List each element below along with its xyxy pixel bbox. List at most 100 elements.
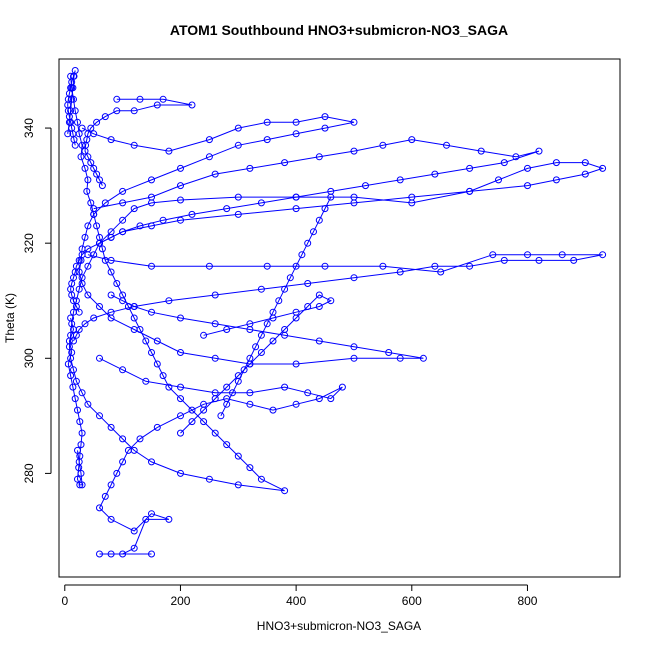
data-point <box>148 193 155 201</box>
data-point <box>321 205 329 213</box>
data-point <box>119 366 127 374</box>
data-point <box>119 458 127 466</box>
data-point <box>81 164 89 172</box>
data-point <box>396 176 404 184</box>
data-point <box>419 354 427 362</box>
data-point <box>81 233 89 241</box>
data-point <box>107 423 115 431</box>
data-point <box>148 308 155 316</box>
data-point <box>130 303 138 310</box>
data-point <box>500 256 508 264</box>
data-point <box>148 458 155 466</box>
data-point <box>70 337 77 345</box>
data-point <box>107 233 115 241</box>
data-point <box>246 400 254 408</box>
data-point <box>558 251 566 259</box>
data-point <box>70 326 77 333</box>
data-point <box>177 164 184 172</box>
data-point <box>535 256 543 264</box>
series-6 <box>64 67 79 149</box>
y-tick-label: 300 <box>22 348 36 368</box>
data-point <box>81 320 89 328</box>
x-axis-label: HNO3+submicron-NO3_SAGA <box>257 619 421 633</box>
data-point <box>269 308 277 316</box>
x-tick-label: 800 <box>517 594 537 608</box>
data-point <box>211 320 219 328</box>
y-axis: 280 300 320 340 <box>22 118 52 483</box>
data-point <box>70 366 77 374</box>
y-tick-label: 320 <box>22 233 36 253</box>
data-point <box>385 349 393 356</box>
data-point <box>223 400 231 408</box>
data-point <box>246 164 254 172</box>
data-point <box>327 297 335 305</box>
data-point <box>229 389 236 397</box>
data-point <box>98 182 106 190</box>
data-point <box>177 349 184 356</box>
data-point <box>177 429 184 437</box>
data-point <box>87 199 95 207</box>
data-point <box>524 251 531 259</box>
data-point <box>107 308 115 316</box>
data-point <box>315 395 323 403</box>
data-point <box>310 228 317 236</box>
data-point <box>443 141 450 149</box>
data-point <box>130 314 138 322</box>
data-point <box>69 383 77 391</box>
data-point <box>269 337 277 345</box>
data-point <box>76 418 84 426</box>
data-point <box>379 262 387 270</box>
data-point <box>223 205 231 213</box>
data-point <box>304 389 312 397</box>
data-point <box>148 262 155 270</box>
data-point <box>68 349 76 356</box>
series-8 <box>177 291 335 437</box>
series-line <box>93 139 540 244</box>
data-point <box>177 314 184 322</box>
data-point <box>84 222 92 230</box>
data-point <box>263 320 271 328</box>
data-point <box>188 406 196 414</box>
data-point <box>304 303 312 310</box>
data-point <box>136 95 144 103</box>
data-point <box>431 262 439 270</box>
data-point <box>327 193 335 201</box>
data-point <box>466 164 474 172</box>
data-point <box>211 354 219 362</box>
data-point <box>246 389 254 397</box>
data-point <box>500 159 508 167</box>
data-point <box>96 303 103 310</box>
data-point <box>159 95 167 103</box>
data-point <box>107 291 115 299</box>
x-tick-label: 0 <box>61 594 68 608</box>
data-point <box>83 187 91 195</box>
data-point <box>119 199 127 207</box>
data-point <box>101 113 109 121</box>
data-point <box>93 118 101 126</box>
data-point <box>78 389 86 397</box>
y-axis-label: Theta (K) <box>3 293 17 343</box>
data-point <box>130 326 138 333</box>
data-point <box>396 354 404 362</box>
data-point <box>599 251 607 259</box>
data-point <box>119 297 127 305</box>
series-7 <box>64 314 86 489</box>
data-point <box>75 285 83 293</box>
data-point <box>78 429 86 437</box>
data-point <box>77 441 85 449</box>
data-point <box>90 314 98 322</box>
data-point <box>70 297 77 305</box>
data-point <box>223 326 231 333</box>
data-point <box>165 147 173 155</box>
data-point <box>535 147 543 155</box>
data-point <box>315 337 323 345</box>
data-point <box>281 487 289 495</box>
data-point <box>315 216 323 224</box>
data-point <box>72 303 80 310</box>
data-point <box>93 170 101 178</box>
data-point <box>286 274 294 282</box>
data-point <box>246 320 254 328</box>
data-point <box>84 291 92 299</box>
x-axis: 0 200 400 600 800 <box>61 584 538 608</box>
data-point <box>78 280 86 287</box>
